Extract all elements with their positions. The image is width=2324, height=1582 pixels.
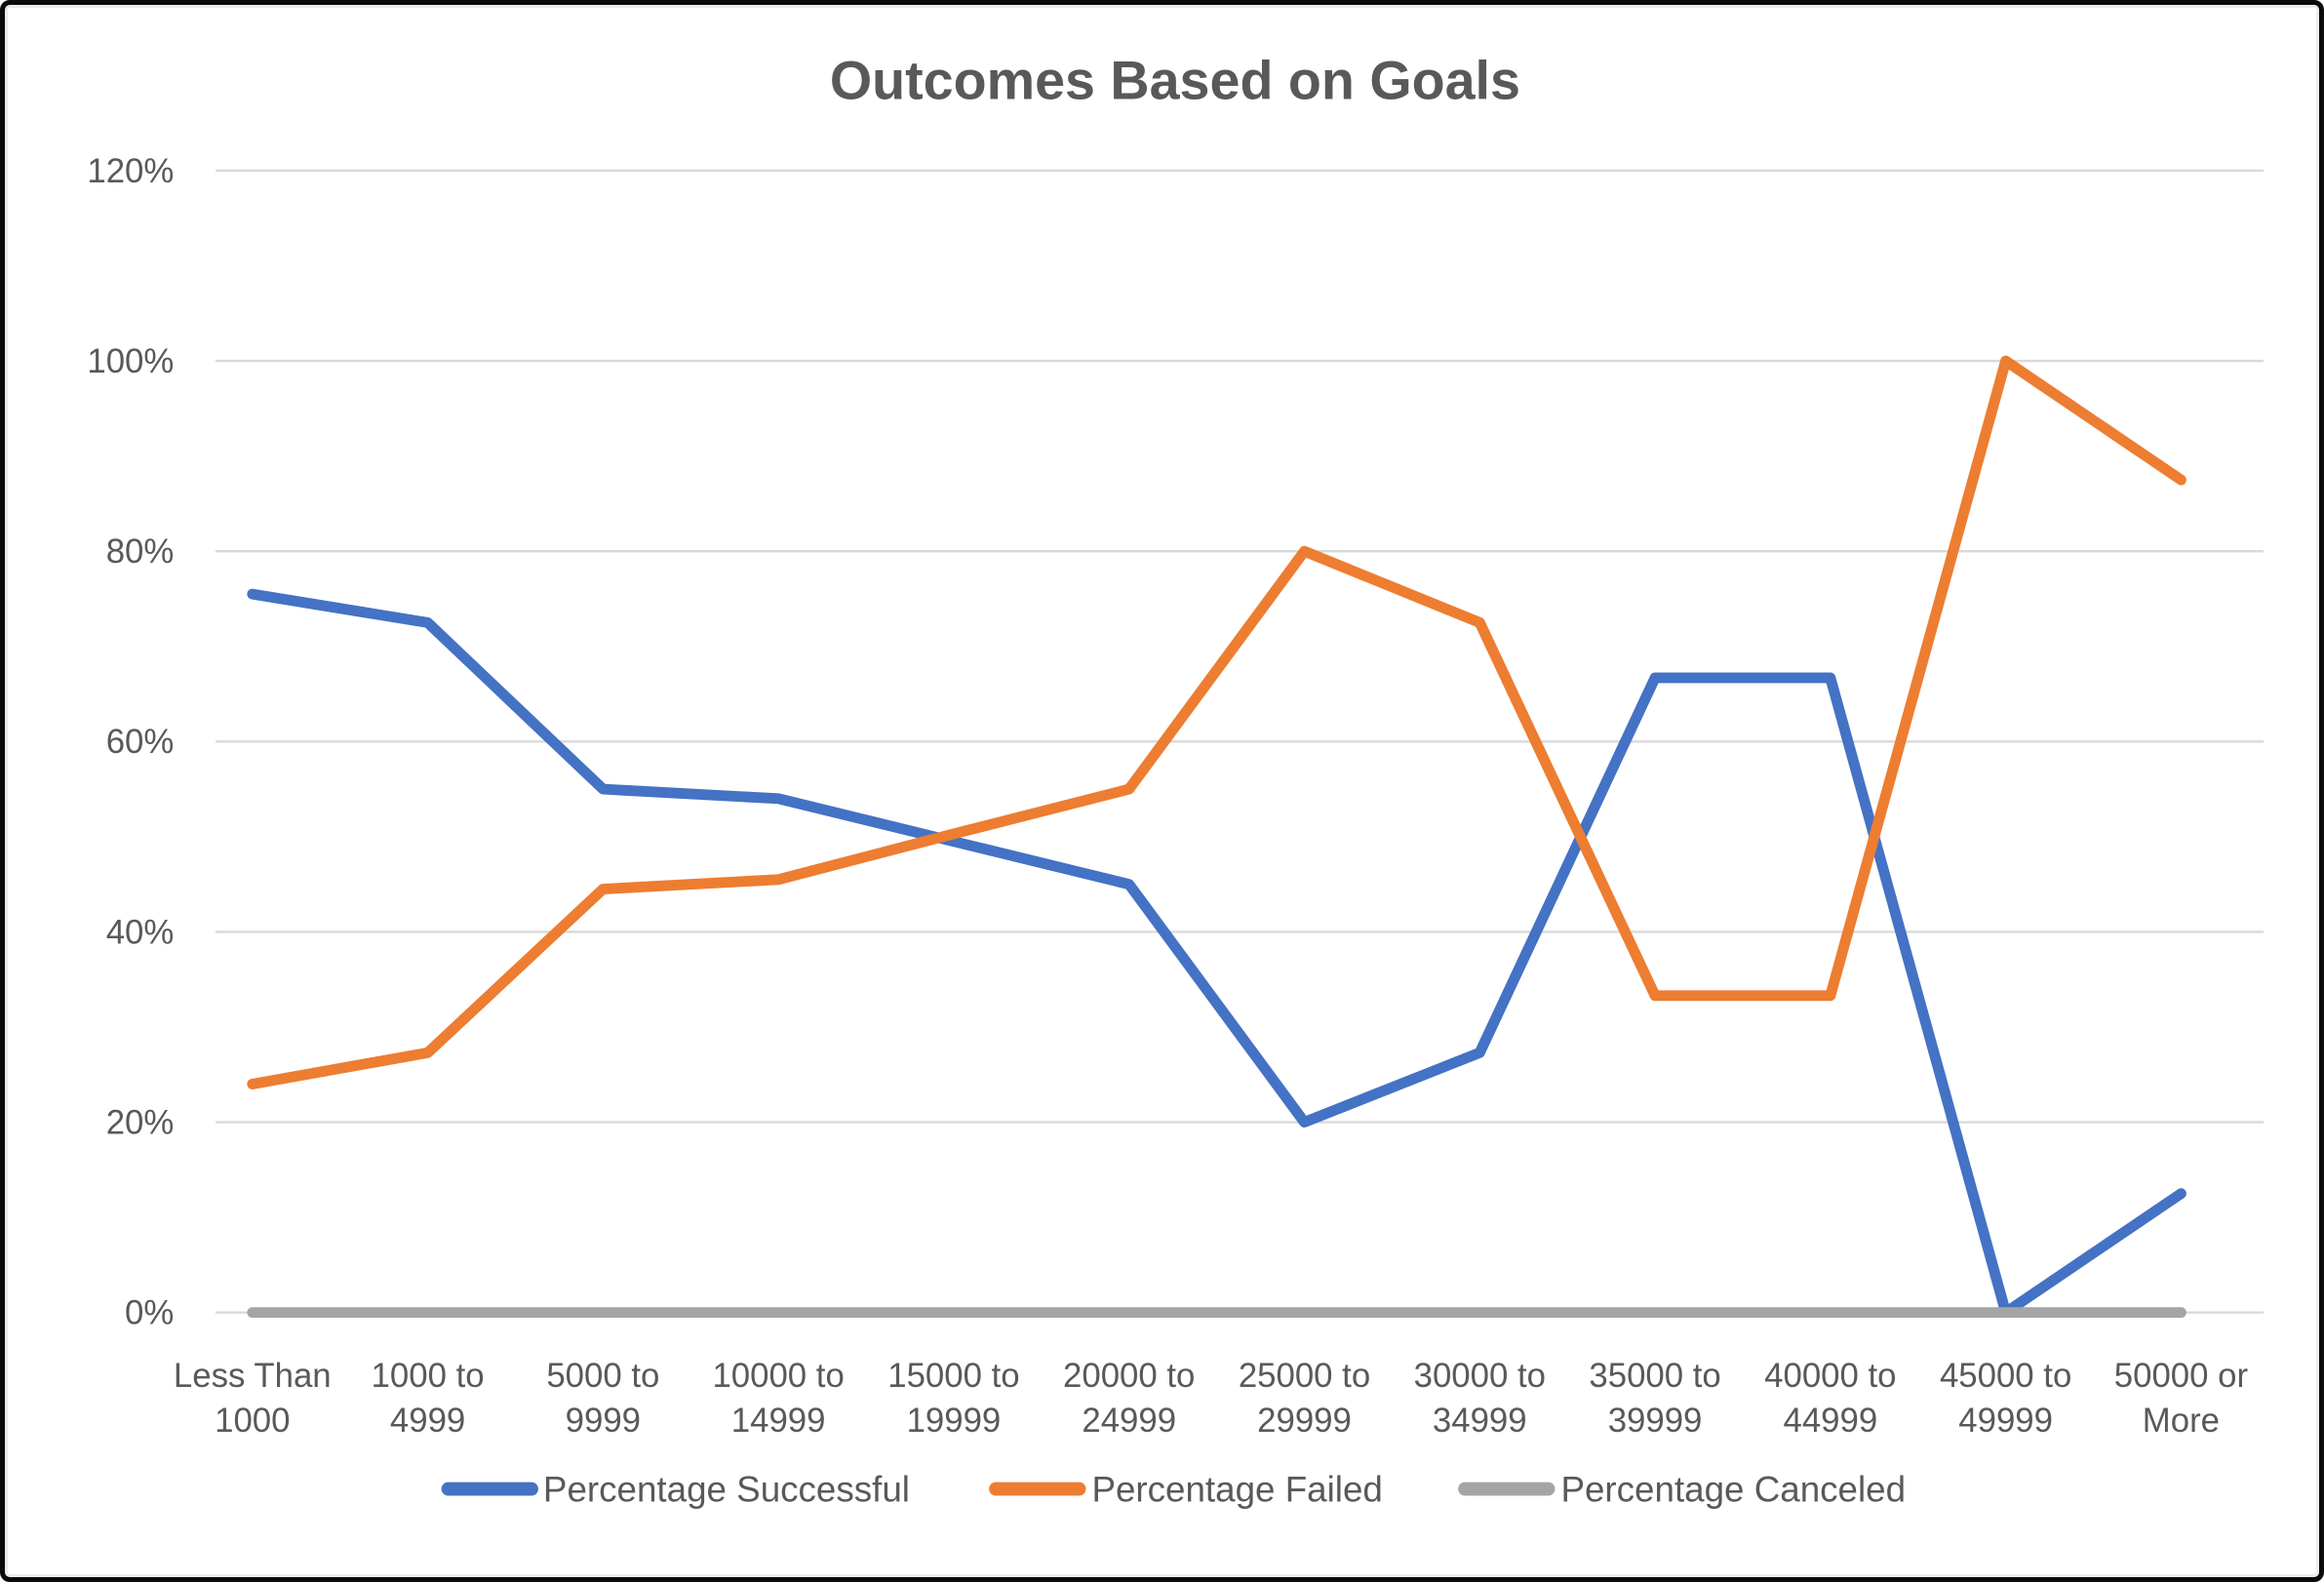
series-line-percentage-failed bbox=[247, 355, 2186, 1090]
y-axis-tick-label: 120% bbox=[87, 153, 174, 190]
x-axis-tick-label: 10000 to 14999 bbox=[712, 1358, 844, 1440]
x-axis-tick-label: 5000 to 9999 bbox=[546, 1358, 659, 1440]
x-axis-tick-label: 1000 to 4999 bbox=[372, 1358, 485, 1440]
legend-label-successful: Percentage Successful bbox=[543, 1469, 910, 1509]
x-axis-tick-label: 40000 to 44999 bbox=[1764, 1358, 1896, 1440]
line-chart: Outcomes Based on Goals 0% 20% 40% 60% 80% 10… bbox=[87, 50, 2264, 1509]
x-axis-tick-label: 20000 to 24999 bbox=[1063, 1358, 1195, 1440]
plot-area: 0% 20% 40% 60% 80% 100% 120% Less Than 1000 1000 … bbox=[87, 153, 2264, 1440]
legend-label-canceled: Percentage Canceled bbox=[1560, 1469, 1906, 1509]
y-axis-tick-label: 20% bbox=[106, 1104, 175, 1141]
x-axis-tick-label: 30000 to 34999 bbox=[1414, 1358, 1546, 1440]
legend-label-failed: Percentage Failed bbox=[1091, 1469, 1382, 1509]
x-axis-tick-label: 35000 to 39999 bbox=[1589, 1358, 1720, 1440]
y-axis-tick-label: 80% bbox=[106, 534, 175, 571]
x-axis-tick-label: 15000 to 19999 bbox=[887, 1358, 1019, 1440]
y-axis-tick-label: 40% bbox=[106, 914, 175, 951]
y-axis-tick-label: 100% bbox=[87, 343, 174, 380]
y-axis-tick-label: 0% bbox=[125, 1295, 174, 1332]
x-axis-tick-label: 50000 or More bbox=[2114, 1358, 2248, 1440]
chart-title: Outcomes Based on Goals bbox=[830, 50, 1520, 110]
y-axis-tick-label: 60% bbox=[106, 724, 175, 761]
x-axis-tick-label: 45000 to 49999 bbox=[1940, 1358, 2071, 1440]
legend: Percentage Successful Percentage Failed … bbox=[441, 1469, 1906, 1509]
series-line-percentage-successful bbox=[247, 588, 2186, 1319]
x-axis-tick-label: 25000 to 29999 bbox=[1239, 1358, 1370, 1440]
x-axis-tick-label: Less Than 1000 bbox=[174, 1358, 332, 1440]
